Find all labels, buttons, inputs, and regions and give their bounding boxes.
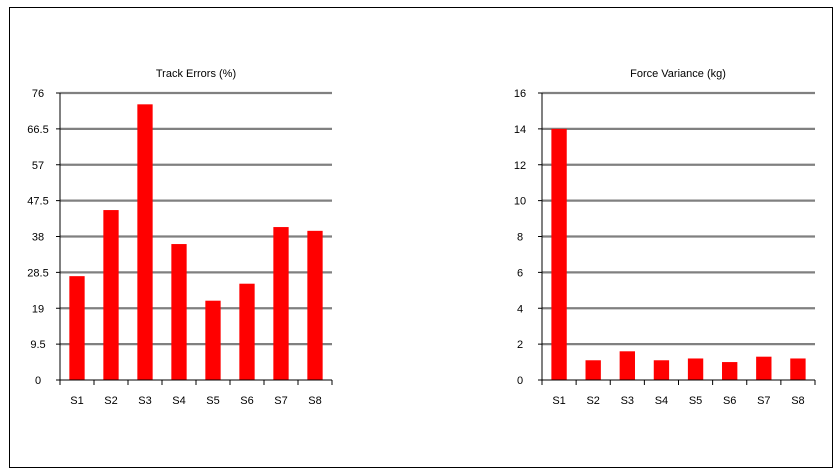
track-errors-chart: Track Errors (%) 0 9.5 19 28.5 38 47.5 57 66.5 76…: [27, 68, 333, 407]
force-variance-x-tick-label: S4: [655, 395, 668, 407]
track-errors-bar-s3: [137, 104, 153, 380]
force-variance-y-tick-label: 0: [517, 375, 523, 387]
force-variance-y-tick-label: 6: [517, 267, 523, 279]
force-variance-y-tick-label: 10: [514, 196, 526, 208]
force-variance-x-tick-label: S5: [689, 395, 702, 407]
track-errors-y-tick-label: 66.5: [27, 124, 48, 136]
force-variance-bar-s3: [619, 351, 635, 380]
track-errors-bar-s8: [307, 230, 323, 380]
track-errors-x-tick-label: S6: [240, 395, 253, 407]
track-errors-x-tick-label: S4: [172, 395, 185, 407]
track-errors-y-tick-label: 38: [32, 232, 44, 244]
force-variance-x-tick-label: S6: [723, 395, 736, 407]
track-errors-x-tick-label: S2: [104, 395, 117, 407]
force-variance-y-tick-label: 2: [517, 339, 523, 351]
track-errors-bar-s5: [205, 300, 221, 380]
force-variance-bar-s8: [790, 358, 806, 380]
force-variance-y-tick-label: 4: [517, 303, 523, 315]
track-errors-y-tick-label: 47.5: [27, 196, 48, 208]
force-variance-x-tick-label: S3: [621, 395, 634, 407]
track-errors-x-tick-label: S3: [138, 395, 151, 407]
force-variance-x-tick-label: S2: [586, 395, 599, 407]
track-errors-y-tick-label: 19: [32, 303, 44, 315]
force-variance-bar-s6: [722, 362, 738, 380]
force-variance-chart: Force Variance (kg) 0 2 4 6 8 10 12 14 16 S1 S2 S3 S4…: [514, 68, 816, 407]
track-errors-bar-s6: [239, 283, 255, 380]
force-variance-bar-s7: [756, 356, 772, 380]
track-errors-bar-s1: [69, 276, 85, 380]
force-variance-x-tick-label: S1: [552, 395, 565, 407]
track-errors-bar-s7: [273, 227, 289, 380]
track-errors-x-tick-label: S7: [274, 395, 287, 407]
track-errors-y-tick-label: 57: [32, 160, 44, 172]
track-errors-x-tick-label: S8: [308, 395, 321, 407]
track-errors-bar-s2: [103, 210, 119, 380]
force-variance-title: Force Variance (kg): [630, 68, 726, 80]
track-errors-bar-s4: [171, 244, 187, 380]
track-errors-y-tick-label: 0: [35, 375, 41, 387]
track-errors-x-tick-label: S5: [206, 395, 219, 407]
track-errors-y-tick-label: 76: [32, 88, 44, 100]
track-errors-y-tick-label: 9.5: [30, 339, 45, 351]
track-errors-title: Track Errors (%): [156, 68, 236, 80]
force-variance-bar-s1: [551, 128, 567, 380]
force-variance-bar-s5: [687, 358, 704, 380]
force-variance-x-tick-label: S8: [791, 395, 804, 407]
track-errors-x-tick-label: S1: [70, 395, 83, 407]
track-errors-y-tick-label: 28.5: [27, 267, 48, 279]
force-variance-bar-s2: [585, 360, 601, 380]
force-variance-y-tick-label: 16: [514, 88, 526, 100]
force-variance-y-tick-label: 8: [517, 232, 523, 244]
force-variance-y-tick-label: 14: [514, 124, 526, 136]
force-variance-y-tick-label: 12: [514, 160, 526, 172]
force-variance-x-tick-label: S7: [757, 395, 770, 407]
force-variance-bar-s4: [653, 360, 670, 380]
